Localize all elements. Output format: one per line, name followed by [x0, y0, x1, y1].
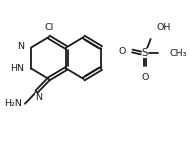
- Text: O: O: [141, 73, 149, 82]
- Text: O: O: [118, 47, 126, 56]
- Text: H₂N: H₂N: [4, 99, 22, 108]
- Text: N: N: [35, 93, 42, 102]
- Text: S: S: [142, 48, 148, 58]
- Text: N: N: [17, 42, 25, 51]
- Text: OH: OH: [156, 23, 171, 32]
- Text: CH₃: CH₃: [170, 49, 187, 58]
- Text: Cl: Cl: [44, 24, 53, 32]
- Text: HN: HN: [10, 64, 25, 73]
